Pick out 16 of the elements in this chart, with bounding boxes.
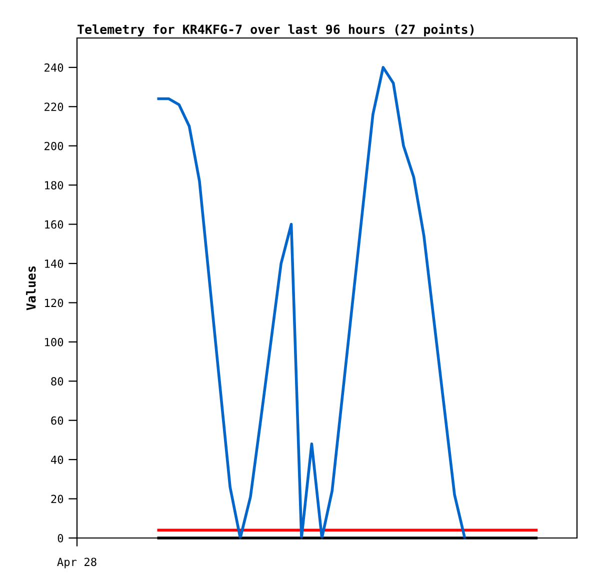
y-tick-label: 160 [45, 220, 64, 229]
chart-title: Telemetry for KR4KFG-7 over last 96 hours (27 points) [78, 24, 474, 36]
y-tick-label: 80 [51, 377, 64, 386]
y-tick-label: 100 [45, 338, 64, 346]
x-tick-label: Apr 28 [57, 558, 96, 568]
y-axis-title: Values [26, 266, 36, 310]
y-tick-label: 240 [44, 63, 64, 72]
y-tick-label: 0 [58, 534, 64, 542]
y-tick-label: 200 [44, 142, 64, 150]
y-tick-label: 20 [51, 494, 64, 504]
y-tick-label: 40 [50, 456, 64, 464]
y-tick-label: 120 [45, 298, 64, 308]
y-tick-label: 140 [45, 259, 64, 268]
y-tick-label: 180 [45, 181, 64, 190]
y-tick-label: 220 [44, 102, 64, 112]
y-tick-label: 60 [51, 416, 64, 425]
